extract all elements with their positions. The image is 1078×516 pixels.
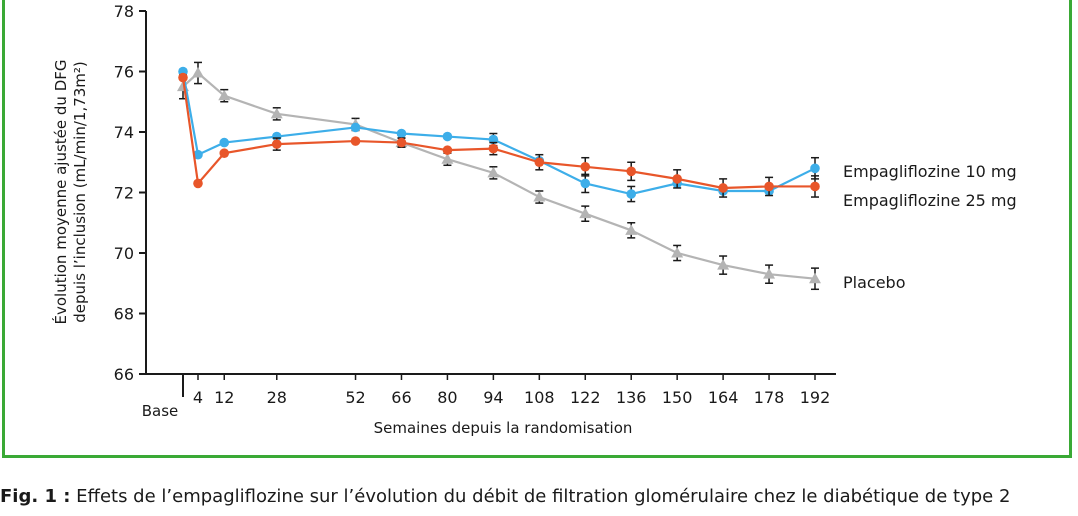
series-label: Placebo [843, 273, 905, 292]
data-point [533, 191, 546, 202]
data-point [809, 272, 821, 284]
y-tick-label: 76 [114, 63, 134, 82]
x-tick-label: 12 [214, 388, 234, 407]
y-axis-label-line2: depuis l’inclusion (mL/min/1,73m²) [71, 61, 89, 323]
series-line [182, 71, 816, 280]
data-point [350, 136, 361, 146]
data-point [350, 122, 361, 133]
y-tick-label: 72 [114, 184, 134, 203]
data-point [763, 268, 776, 279]
series-label: Empagliflozine 10 mg [843, 162, 1017, 181]
y-axis-label: Évolution moyenne ajustée du DFG depuis … [51, 60, 89, 325]
data-point [396, 137, 407, 148]
y-tick-label: 68 [114, 305, 134, 324]
data-point [764, 181, 774, 192]
series-label: Empagliflozine 25 mg [843, 191, 1017, 210]
data-point [580, 178, 591, 189]
caption-prefix: Fig. 1 : [0, 486, 71, 507]
x-tick-label: 80 [437, 388, 457, 407]
data-point [271, 139, 282, 149]
x-tick-label: 122 [570, 388, 601, 407]
data-point [534, 157, 545, 168]
data-point [810, 163, 820, 174]
base-label: Base [142, 402, 179, 420]
series-3 [177, 61, 821, 291]
data-point [219, 137, 230, 148]
data-point [219, 148, 230, 158]
data-point [442, 131, 453, 142]
data-point [626, 166, 637, 177]
y-tick-label: 66 [114, 365, 134, 384]
y-tick-label: 70 [114, 244, 134, 263]
data-point [810, 181, 820, 192]
x-tick-label: 164 [708, 388, 739, 407]
series-labels: Empagliflozine 10 mg Empagliflozine 25 mg… [843, 162, 1017, 292]
data-point [671, 247, 684, 258]
data-point [579, 207, 592, 219]
x-tick-label: 52 [345, 388, 365, 407]
x-tick-label: 192 [800, 388, 831, 407]
y-tick-label: 78 [114, 2, 134, 21]
data-point [442, 145, 453, 155]
data-point [488, 143, 499, 154]
caption-text: Effets de l’empagliflozine sur l’évoluti… [70, 486, 1011, 507]
series-layer [177, 61, 821, 291]
data-point [717, 259, 730, 270]
figure-frame [2, 0, 1072, 458]
x-tick-label: 108 [524, 388, 555, 407]
data-point [193, 178, 203, 189]
line-chart: 66 68 70 72 74 76 78 4 12 28 52 66 80 94 108 122 136 150 1… [51, 2, 1017, 437]
x-tick-label: 4 [193, 388, 203, 407]
data-point [672, 174, 682, 184]
data-point [580, 161, 591, 172]
data-point [271, 131, 282, 142]
data-point [718, 183, 728, 193]
data-point [625, 224, 638, 235]
chart-axes: 66 68 70 72 74 76 78 4 12 28 52 66 80 94 108 122 136 150 1… [114, 2, 836, 407]
data-point [192, 67, 204, 78]
figure-caption: Fig. 1 : Effets de l’empagliflozine sur … [0, 486, 1078, 507]
data-point [396, 128, 407, 139]
x-tick-label: 94 [483, 388, 503, 407]
data-point [178, 72, 188, 83]
x-axis-label: Semaines depuis la randomisation [374, 419, 633, 437]
x-tick-label: 66 [391, 388, 411, 407]
data-point [218, 89, 231, 101]
data-point [270, 107, 283, 119]
x-tick-label: 150 [662, 388, 693, 407]
x-tick-label: 178 [754, 388, 785, 407]
y-axis-label-line1: Évolution moyenne ajustée du DFG [51, 60, 70, 325]
y-tick-label: 74 [114, 123, 134, 142]
x-tick-label: 28 [267, 388, 287, 407]
data-point [441, 153, 454, 164]
series-2 [178, 72, 820, 198]
x-tick-label: 136 [616, 388, 647, 407]
data-point [626, 189, 637, 199]
data-point [193, 149, 203, 160]
data-point [487, 166, 500, 178]
